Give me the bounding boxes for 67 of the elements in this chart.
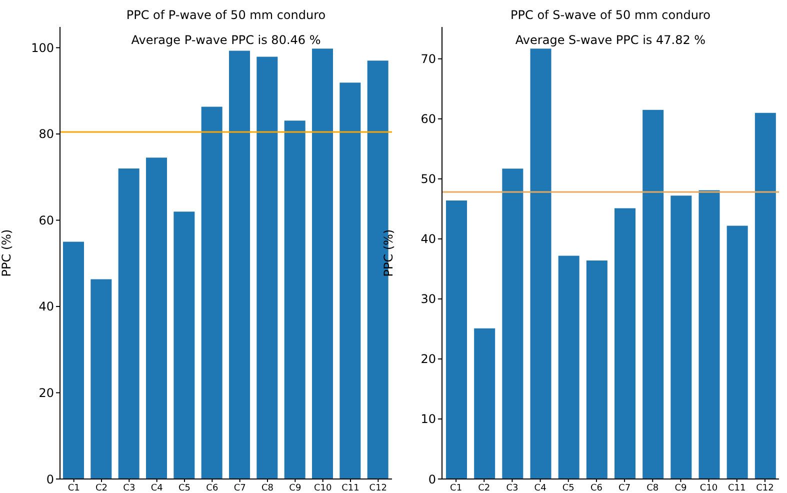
- chart-title: PPC of S-wave of 50 mm conduro: [510, 8, 712, 22]
- bar: [174, 212, 195, 479]
- bar: [726, 226, 748, 479]
- y-axis-title: PPC (%): [0, 229, 14, 277]
- y-tick-label: 30: [420, 292, 436, 306]
- bar: [698, 190, 720, 479]
- bar: [586, 260, 608, 479]
- y-tick-label: 20: [420, 352, 436, 366]
- x-tick-label: C3: [123, 483, 136, 493]
- annotation: Average P-wave PPC is 80.46 %: [130, 33, 322, 47]
- x-tick-label: C6: [206, 483, 218, 493]
- x-tick-label: C5: [562, 483, 574, 493]
- x-tick-label: C9: [674, 483, 687, 493]
- bar: [284, 120, 306, 479]
- y-tick-label: 0: [46, 472, 54, 486]
- bar: [446, 200, 467, 479]
- x-tick-label: C1: [68, 483, 80, 493]
- x-tick-label: C3: [506, 483, 518, 493]
- x-tick-label: C4: [534, 483, 547, 493]
- bar: [614, 208, 636, 479]
- x-tick-label: C1: [450, 483, 462, 493]
- bar: [502, 168, 524, 479]
- bar: [201, 106, 222, 479]
- x-tick-label: C8: [646, 483, 659, 493]
- y-tick-label: 20: [38, 386, 54, 400]
- bar: [642, 110, 664, 479]
- bar: [754, 112, 776, 479]
- y-tick-label: 60: [420, 112, 436, 126]
- x-tick-label: C9: [289, 483, 302, 493]
- x-tick-label: C10: [314, 483, 332, 493]
- x-tick-label: C10: [700, 483, 718, 493]
- x-tick-label: C2: [478, 483, 490, 493]
- y-tick-label: 100: [31, 40, 54, 55]
- y-tick-label: 40: [420, 232, 436, 246]
- bar: [340, 82, 361, 479]
- x-tick-label: C6: [590, 483, 603, 493]
- bar: [530, 48, 552, 479]
- bar: [146, 158, 167, 479]
- x-tick-label: C7: [234, 483, 246, 493]
- bar: [118, 168, 140, 479]
- y-axis-title: PPC (%): [381, 229, 396, 277]
- y-tick-label: 10: [420, 412, 436, 426]
- bar: [256, 56, 278, 479]
- y-tick-label: 50: [420, 172, 436, 186]
- x-tick-label: C5: [178, 483, 191, 493]
- x-tick-label: C11: [342, 483, 360, 493]
- bar: [90, 279, 112, 479]
- bar: [474, 328, 496, 479]
- y-tick-label: 60: [38, 213, 54, 228]
- bar: [670, 196, 692, 479]
- x-tick-label: C4: [150, 483, 164, 493]
- y-tick-label: 40: [38, 300, 54, 314]
- bar: [229, 50, 250, 479]
- x-tick-label: C8: [261, 483, 274, 493]
- x-tick-label: C12: [369, 483, 388, 493]
- chart-title: PPC of P-wave of 50 mm conduro: [125, 8, 327, 22]
- annotation: Average S-wave PPC is 47.82 %: [514, 33, 707, 47]
- x-tick-label: C7: [618, 483, 631, 493]
- y-tick-label: 80: [38, 127, 54, 142]
- y-tick-label: 0: [428, 472, 436, 486]
- x-tick-label: C2: [95, 483, 108, 493]
- bar: [63, 242, 84, 479]
- bar: [312, 48, 333, 479]
- x-tick-label: C12: [756, 483, 774, 493]
- bar: [558, 256, 580, 479]
- y-tick-label: 70: [420, 52, 436, 66]
- x-tick-label: C11: [728, 483, 746, 493]
